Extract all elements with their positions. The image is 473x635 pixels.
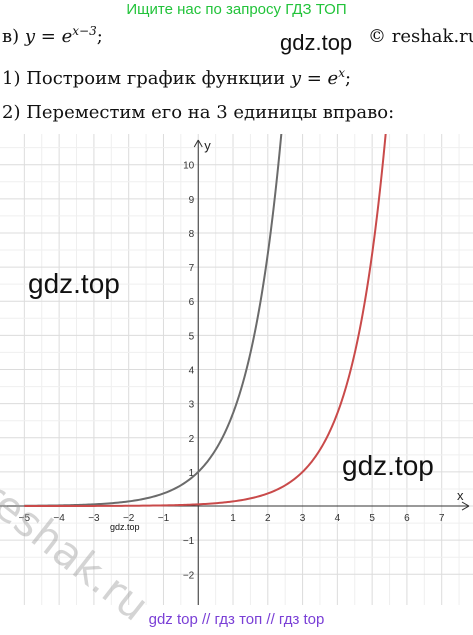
y-tick-label: 2 — [189, 434, 195, 445]
step1-formula-lhs: y = e — [290, 68, 339, 89]
x-tick-label: 1 — [230, 513, 236, 524]
y-tick-label: 6 — [189, 297, 195, 308]
y-tick-label: 7 — [189, 263, 195, 274]
x-tick-label: 4 — [335, 513, 341, 524]
series-line-1 — [24, 134, 283, 507]
x-tick-label: −5 — [19, 513, 31, 524]
small-watermark: gdz.top — [110, 522, 140, 532]
x-tick-label: 3 — [300, 513, 306, 524]
left-watermark: gdz.top — [28, 268, 120, 299]
formula-tail: ; — [96, 26, 103, 47]
y-axis-arrow — [193, 139, 203, 148]
y-tick-label: −1 — [183, 536, 195, 547]
y-tick-label: 9 — [189, 195, 195, 206]
y-tick-label: 10 — [183, 161, 195, 172]
y-tick-label: −2 — [183, 570, 195, 581]
x-axis-label: x — [457, 488, 464, 503]
footer-banner[interactable]: gdz top // гдз топ // гдз top — [148, 611, 325, 628]
y-tick-label: 3 — [189, 400, 195, 411]
step1-formula-exponent: x — [338, 66, 345, 80]
search-banner[interactable]: Ищите нас по запросу ГДЗ ТОП — [126, 1, 347, 18]
x-tick-label: 7 — [439, 513, 445, 524]
step1-text: 1) Построим график функции — [2, 68, 286, 89]
y-tick-label: 4 — [189, 366, 195, 377]
formula-lhs: y = e — [24, 26, 73, 47]
y-tick-label: 5 — [189, 331, 195, 342]
formula-line: в) y = ex−3; — [2, 24, 103, 47]
step1-tail: ; — [344, 68, 352, 89]
x-tick-label: 2 — [265, 513, 271, 524]
x-tick-label: 5 — [369, 513, 375, 524]
right-watermark: gdz.top — [342, 450, 434, 481]
y-axis-label: y — [204, 138, 211, 153]
formula-exponent: x−3 — [72, 24, 97, 38]
step2-line: 2) Переместим его на 3 единицы вправо: — [2, 102, 395, 123]
x-tick-label: −2 — [123, 513, 135, 524]
step1-line: 1) Построим график функции y = ex; — [2, 66, 351, 89]
y-tick-label: 8 — [189, 229, 195, 240]
part-label: в) — [2, 26, 20, 47]
x-tick-label: 6 — [404, 513, 410, 524]
x-axis-arrow — [461, 501, 470, 511]
header-watermark: gdz.top — [280, 30, 353, 55]
x-tick-label: −3 — [88, 513, 100, 524]
series-line-2 — [24, 134, 387, 508]
y-tick-label: 1 — [189, 468, 195, 479]
x-tick-label: −4 — [53, 513, 65, 524]
x-tick-label: −1 — [158, 513, 170, 524]
copyright-label: © reshak.ru — [368, 26, 473, 47]
